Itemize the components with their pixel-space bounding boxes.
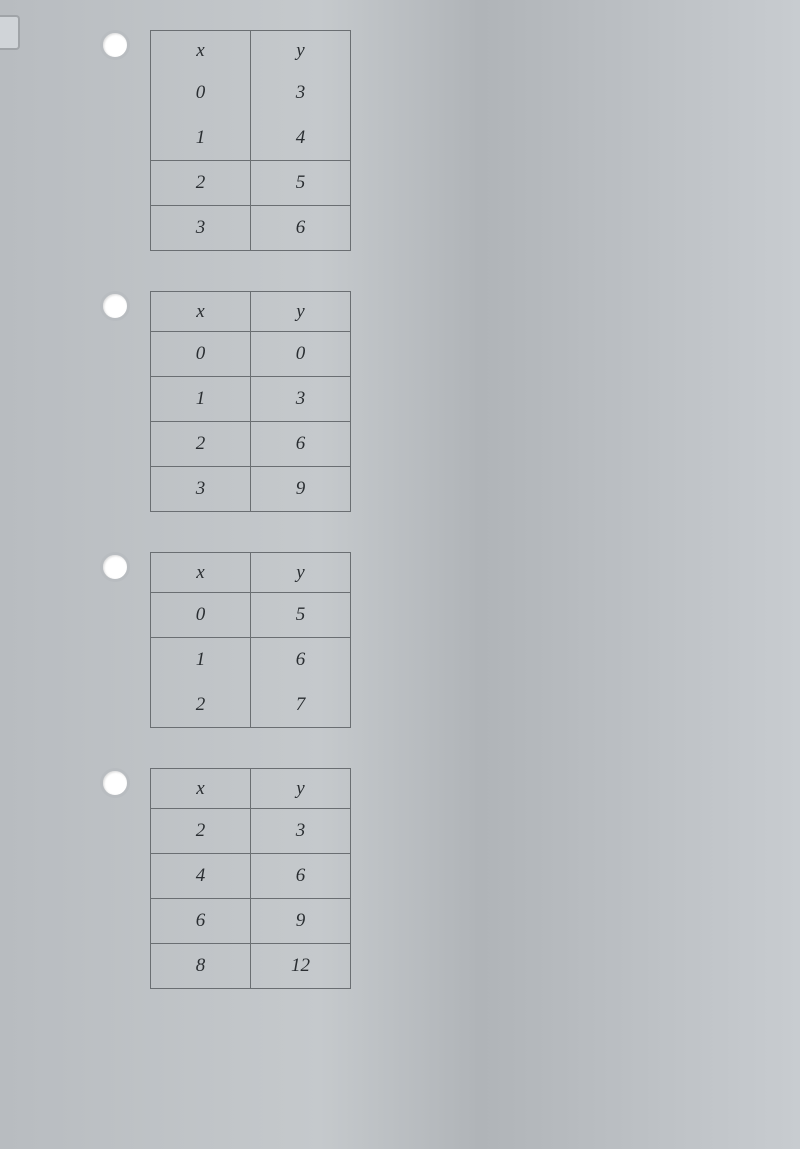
option-3: x y 0 5 1 6 2 7 — [100, 552, 800, 728]
cell: 4 — [251, 116, 351, 161]
cell: 5 — [251, 593, 351, 638]
table-row: 4 6 — [151, 854, 351, 899]
option-1: x y 0 3 1 4 2 5 3 6 — [100, 30, 800, 251]
cell: 12 — [251, 944, 351, 989]
cell: 6 — [151, 899, 251, 944]
radio-option-4[interactable] — [100, 768, 130, 798]
cell: 6 — [251, 206, 351, 251]
table-row: 1 6 — [151, 638, 351, 683]
cell: 2 — [151, 809, 251, 854]
col-header-y: y — [251, 769, 351, 809]
cell: 3 — [251, 71, 351, 116]
col-header-x: x — [151, 292, 251, 332]
option-2: x y 0 0 1 3 2 6 3 9 — [100, 291, 800, 512]
col-header-y: y — [251, 31, 351, 71]
cell: 6 — [251, 854, 351, 899]
col-header-x: x — [151, 553, 251, 593]
cell: 2 — [151, 683, 251, 728]
radio-option-1[interactable] — [100, 30, 130, 60]
cell: 6 — [251, 422, 351, 467]
option-4: x y 2 3 4 6 6 9 8 12 — [100, 768, 800, 989]
table-option-3: x y 0 5 1 6 2 7 — [150, 552, 351, 728]
partial-ui-corner — [0, 15, 20, 50]
cell: 4 — [151, 854, 251, 899]
table-row: 0 0 — [151, 332, 351, 377]
radio-option-3[interactable] — [100, 552, 130, 582]
table-row: 1 4 — [151, 116, 351, 161]
col-header-x: x — [151, 769, 251, 809]
cell: 2 — [151, 161, 251, 206]
cell: 0 — [251, 332, 351, 377]
table-row: 8 12 — [151, 944, 351, 989]
table-row: 1 3 — [151, 377, 351, 422]
cell: 9 — [251, 899, 351, 944]
cell: 8 — [151, 944, 251, 989]
table-row: 2 6 — [151, 422, 351, 467]
cell: 3 — [151, 206, 251, 251]
cell: 0 — [151, 593, 251, 638]
cell: 1 — [151, 377, 251, 422]
table-row: 2 7 — [151, 683, 351, 728]
cell: 7 — [251, 683, 351, 728]
cell: 1 — [151, 116, 251, 161]
table-row: 6 9 — [151, 899, 351, 944]
cell: 3 — [251, 809, 351, 854]
cell: 0 — [151, 71, 251, 116]
table-row: 3 9 — [151, 467, 351, 512]
radio-option-2[interactable] — [100, 291, 130, 321]
cell: 5 — [251, 161, 351, 206]
cell: 1 — [151, 638, 251, 683]
cell: 3 — [151, 467, 251, 512]
col-header-x: x — [151, 31, 251, 71]
table-row: 3 6 — [151, 206, 351, 251]
table-row: 0 3 — [151, 71, 351, 116]
table-option-1: x y 0 3 1 4 2 5 3 6 — [150, 30, 351, 251]
cell: 0 — [151, 332, 251, 377]
cell: 3 — [251, 377, 351, 422]
col-header-y: y — [251, 292, 351, 332]
table-option-2: x y 0 0 1 3 2 6 3 9 — [150, 291, 351, 512]
table-option-4: x y 2 3 4 6 6 9 8 12 — [150, 768, 351, 989]
cell: 2 — [151, 422, 251, 467]
cell: 6 — [251, 638, 351, 683]
cell: 9 — [251, 467, 351, 512]
table-row: 2 5 — [151, 161, 351, 206]
table-row: 2 3 — [151, 809, 351, 854]
table-row: 0 5 — [151, 593, 351, 638]
col-header-y: y — [251, 553, 351, 593]
